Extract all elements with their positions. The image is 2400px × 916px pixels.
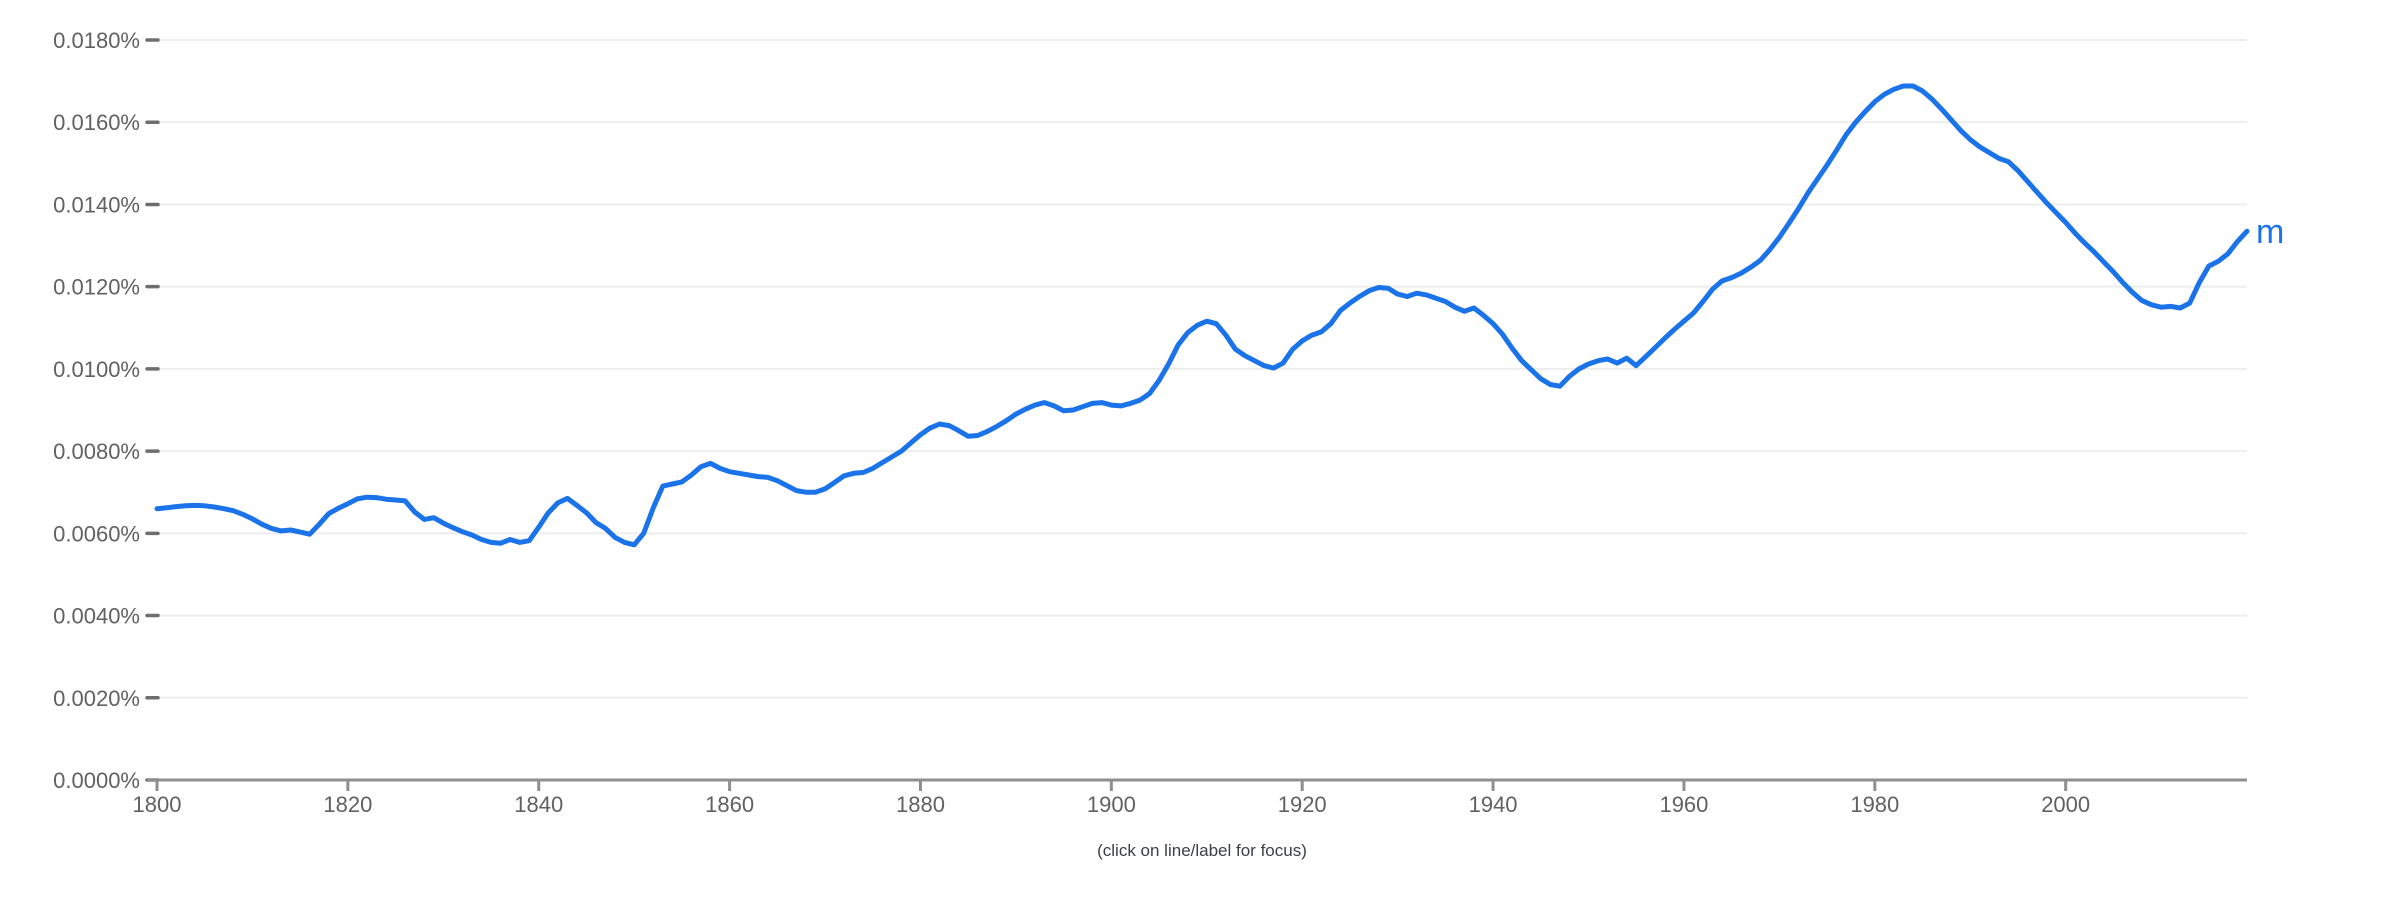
grid-layer bbox=[160, 39, 2247, 699]
y-axis-label: 0.0080% bbox=[53, 439, 140, 464]
y-axis-label: 0.0180% bbox=[53, 28, 140, 53]
y-axis-label: 0.0000% bbox=[53, 768, 140, 793]
x-axis-label: 1880 bbox=[896, 792, 945, 817]
x-axis-label: 2000 bbox=[2041, 792, 2090, 817]
x-axis-label: 1860 bbox=[705, 792, 754, 817]
y-axis-label: 0.0140% bbox=[53, 192, 140, 217]
x-axis-label: 1900 bbox=[1087, 792, 1136, 817]
y-axis-label: 0.0040% bbox=[53, 604, 140, 629]
x-axis-label: 1960 bbox=[1659, 792, 1708, 817]
x-axis-label: 1800 bbox=[133, 792, 182, 817]
y-axis-label: 0.0160% bbox=[53, 110, 140, 135]
focus-hint: (click on line/label for focus) bbox=[1097, 841, 1307, 860]
y-axis-label: 0.0120% bbox=[53, 275, 140, 300]
y-axis-label: 0.0060% bbox=[53, 521, 140, 546]
x-axis-label: 1980 bbox=[1850, 792, 1899, 817]
x-axis-label: 1940 bbox=[1469, 792, 1518, 817]
x-axis-label: 1920 bbox=[1278, 792, 1327, 817]
series-line-m[interactable] bbox=[154, 83, 2250, 548]
y-axis-label: 0.0020% bbox=[53, 686, 140, 711]
y-axis-label: 0.0100% bbox=[53, 357, 140, 382]
x-axis-label: 1820 bbox=[323, 792, 372, 817]
x-axis-label: 1840 bbox=[514, 792, 563, 817]
series-label-m[interactable]: m bbox=[2256, 213, 2284, 251]
axis-layer: 0.0000% 0.0020% 0.0040% 0.0060% 0.0080% 0.010… bbox=[53, 28, 2247, 817]
